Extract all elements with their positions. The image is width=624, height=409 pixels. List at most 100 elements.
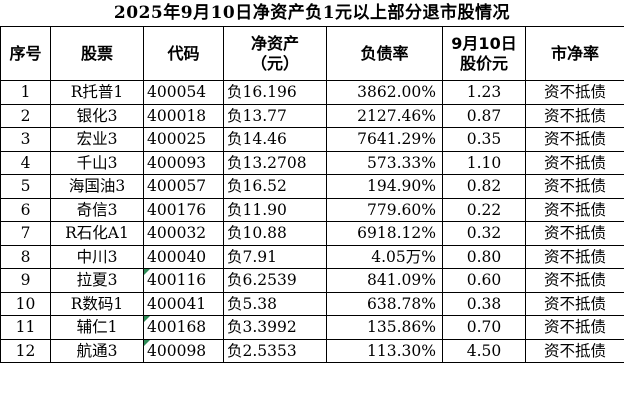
table-row: 1 R托普1 400054 负16.196 3862.00% 1.23 资不抵债 bbox=[0, 80, 624, 105]
cell-debt-ratio: 3862.00% bbox=[326, 80, 443, 105]
cell-stock-code: 400116 bbox=[143, 268, 224, 293]
table-row: 3 宏业3 400025 负14.46 7641.29% 0.35 资不抵债 bbox=[0, 127, 624, 152]
cell-index: 7 bbox=[0, 221, 51, 246]
cell-net-assets: 负16.196 bbox=[223, 80, 327, 105]
cell-pb-ratio: 资不抵债 bbox=[525, 221, 624, 246]
cell-debt-ratio: 841.09% bbox=[326, 268, 443, 293]
header-stock: 股票 bbox=[50, 26, 144, 81]
cell-net-assets: 负10.88 bbox=[223, 221, 327, 246]
cell-price: 0.87 bbox=[442, 103, 526, 128]
cell-pb-ratio: 资不抵债 bbox=[525, 103, 624, 128]
cell-price: 0.22 bbox=[442, 197, 526, 222]
cell-debt-ratio: 135.86% bbox=[326, 315, 443, 340]
cell-stock-name: 银化3 bbox=[50, 103, 144, 128]
cell-price: 0.60 bbox=[442, 268, 526, 293]
cell-debt-ratio: 113.30% bbox=[326, 338, 443, 363]
cell-pb-ratio: 资不抵债 bbox=[525, 174, 624, 199]
cell-price: 4.50 bbox=[442, 338, 526, 363]
cell-price: 0.38 bbox=[442, 291, 526, 316]
table-row: 6 奇信3 400176 负11.90 779.60% 0.22 资不抵债 bbox=[0, 197, 624, 222]
cell-stock-name: 拉夏3 bbox=[50, 268, 144, 293]
cell-pb-ratio: 资不抵债 bbox=[525, 338, 624, 363]
cell-net-assets: 负5.38 bbox=[223, 291, 327, 316]
cell-price: 0.32 bbox=[442, 221, 526, 246]
cell-debt-ratio: 638.78% bbox=[326, 291, 443, 316]
cell-stock-name: 航通3 bbox=[50, 338, 144, 363]
header-code: 代码 bbox=[143, 26, 224, 81]
cell-index: 8 bbox=[0, 244, 51, 269]
cell-stock-name: R托普1 bbox=[50, 80, 144, 105]
table-row: 11 辅仁1 400168 负3.3992 135.86% 0.70 资不抵债 bbox=[0, 315, 624, 340]
cell-pb-ratio: 资不抵债 bbox=[525, 127, 624, 152]
cell-stock-name: R数码1 bbox=[50, 291, 144, 316]
cell-price: 0.82 bbox=[442, 174, 526, 199]
cell-pb-ratio: 资不抵债 bbox=[525, 150, 624, 175]
cell-stock-code: 400168 bbox=[143, 315, 224, 340]
cell-stock-code: 400032 bbox=[143, 221, 224, 246]
cell-stock-code: 400176 bbox=[143, 197, 224, 222]
cell-index: 10 bbox=[0, 291, 51, 316]
cell-net-assets: 负3.3992 bbox=[223, 315, 327, 340]
table-body: 1 R托普1 400054 负16.196 3862.00% 1.23 资不抵债 2 银化3 40… bbox=[0, 80, 624, 363]
cell-debt-ratio: 2127.46% bbox=[326, 103, 443, 128]
cell-stock-code: 400041 bbox=[143, 291, 224, 316]
header-price-line1: 9月10日 bbox=[451, 33, 517, 53]
cell-index: 3 bbox=[0, 127, 51, 152]
cell-net-assets: 负11.90 bbox=[223, 197, 327, 222]
cell-net-assets: 负6.2539 bbox=[223, 268, 327, 293]
cell-index: 6 bbox=[0, 197, 51, 222]
cell-stock-name: 辅仁1 bbox=[50, 315, 144, 340]
cell-stock-code: 400018 bbox=[143, 103, 224, 128]
cell-stock-name: 海国油3 bbox=[50, 174, 144, 199]
cell-pb-ratio: 资不抵债 bbox=[525, 244, 624, 269]
header-index: 序号 bbox=[0, 26, 51, 81]
cell-price: 0.80 bbox=[442, 244, 526, 269]
header-price: 9月10日 股价元 bbox=[442, 26, 526, 81]
cell-debt-ratio: 779.60% bbox=[326, 197, 443, 222]
cell-stock-name: 宏业3 bbox=[50, 127, 144, 152]
delisted-stocks-table: 序号 股票 代码 净资产 （元） 负债率 9月10日 股价元 市净率 1 R托普1… bbox=[0, 26, 624, 363]
table-row: 2 银化3 400018 负13.77 2127.46% 0.87 资不抵债 bbox=[0, 103, 624, 128]
cell-debt-ratio: 7641.29% bbox=[326, 127, 443, 152]
cell-debt-ratio: 194.90% bbox=[326, 174, 443, 199]
cell-pb-ratio: 资不抵债 bbox=[525, 291, 624, 316]
cell-debt-ratio: 6918.12% bbox=[326, 221, 443, 246]
cell-stock-code: 400098 bbox=[143, 338, 224, 363]
cell-stock-name: 千山3 bbox=[50, 150, 144, 175]
header-debt-ratio: 负债率 bbox=[326, 26, 443, 81]
cell-pb-ratio: 资不抵债 bbox=[525, 268, 624, 293]
cell-net-assets: 负13.77 bbox=[223, 103, 327, 128]
cell-stock-code: 400093 bbox=[143, 150, 224, 175]
cell-price: 0.35 bbox=[442, 127, 526, 152]
cell-debt-ratio: 573.33% bbox=[326, 150, 443, 175]
table-row: 8 中川3 400040 负7.91 4.05万% 0.80 资不抵债 bbox=[0, 244, 624, 269]
table-row: 10 R数码1 400041 负5.38 638.78% 0.38 资不抵债 bbox=[0, 291, 624, 316]
cell-index: 4 bbox=[0, 150, 51, 175]
cell-net-assets: 负2.5353 bbox=[223, 338, 327, 363]
table-row: 7 R石化A1 400032 负10.88 6918.12% 0.32 资不抵债 bbox=[0, 221, 624, 246]
cell-index: 5 bbox=[0, 174, 51, 199]
cell-pb-ratio: 资不抵债 bbox=[525, 197, 624, 222]
cell-stock-code: 400054 bbox=[143, 80, 224, 105]
cell-price: 0.70 bbox=[442, 315, 526, 340]
cell-net-assets: 负13.2708 bbox=[223, 150, 327, 175]
cell-net-assets: 负14.46 bbox=[223, 127, 327, 152]
cell-net-assets: 负7.91 bbox=[223, 244, 327, 269]
cell-stock-name: 中川3 bbox=[50, 244, 144, 269]
cell-pb-ratio: 资不抵债 bbox=[525, 80, 624, 105]
cell-pb-ratio: 资不抵债 bbox=[525, 315, 624, 340]
cell-index: 9 bbox=[0, 268, 51, 293]
header-net-assets-line1: 净资产 bbox=[250, 33, 299, 53]
cell-index: 11 bbox=[0, 315, 51, 340]
table-title: 2025年9月10日净资产负1元以上部分退市股情况 bbox=[113, 3, 511, 23]
header-row: 序号 股票 代码 净资产 （元） 负债率 9月10日 股价元 市净率 bbox=[0, 26, 624, 81]
cell-stock-code: 400025 bbox=[143, 127, 224, 152]
cell-price: 1.10 bbox=[442, 150, 526, 175]
table-row: 12 航通3 400098 负2.5353 113.30% 4.50 资不抵债 bbox=[0, 338, 624, 363]
table-row: 4 千山3 400093 负13.2708 573.33% 1.10 资不抵债 bbox=[0, 150, 624, 175]
cell-stock-name: R石化A1 bbox=[50, 221, 144, 246]
header-price-line2: 股价元 bbox=[459, 53, 508, 73]
cell-stock-code: 400057 bbox=[143, 174, 224, 199]
cell-net-assets: 负16.52 bbox=[223, 174, 327, 199]
